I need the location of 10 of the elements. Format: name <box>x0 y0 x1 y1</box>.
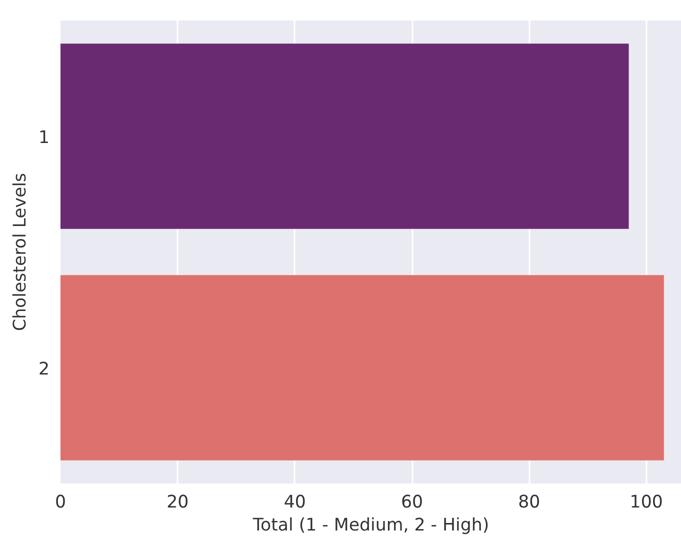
x-tick-label: 40 <box>284 492 306 512</box>
x-tick-label: 80 <box>518 492 540 512</box>
x-tick-label: 60 <box>400 492 424 512</box>
x-axis-title: Total (1 - Medium, 2 - High) <box>252 516 490 536</box>
y-axis-title: Cholesterol Levels <box>10 172 30 332</box>
y-tick-label: 2 <box>38 359 50 380</box>
x-tick-label: 100 <box>630 492 663 512</box>
x-tick-label: 0 <box>54 492 66 512</box>
x-tick-label: 20 <box>166 492 189 512</box>
y-tick-label: 1 <box>38 128 50 148</box>
